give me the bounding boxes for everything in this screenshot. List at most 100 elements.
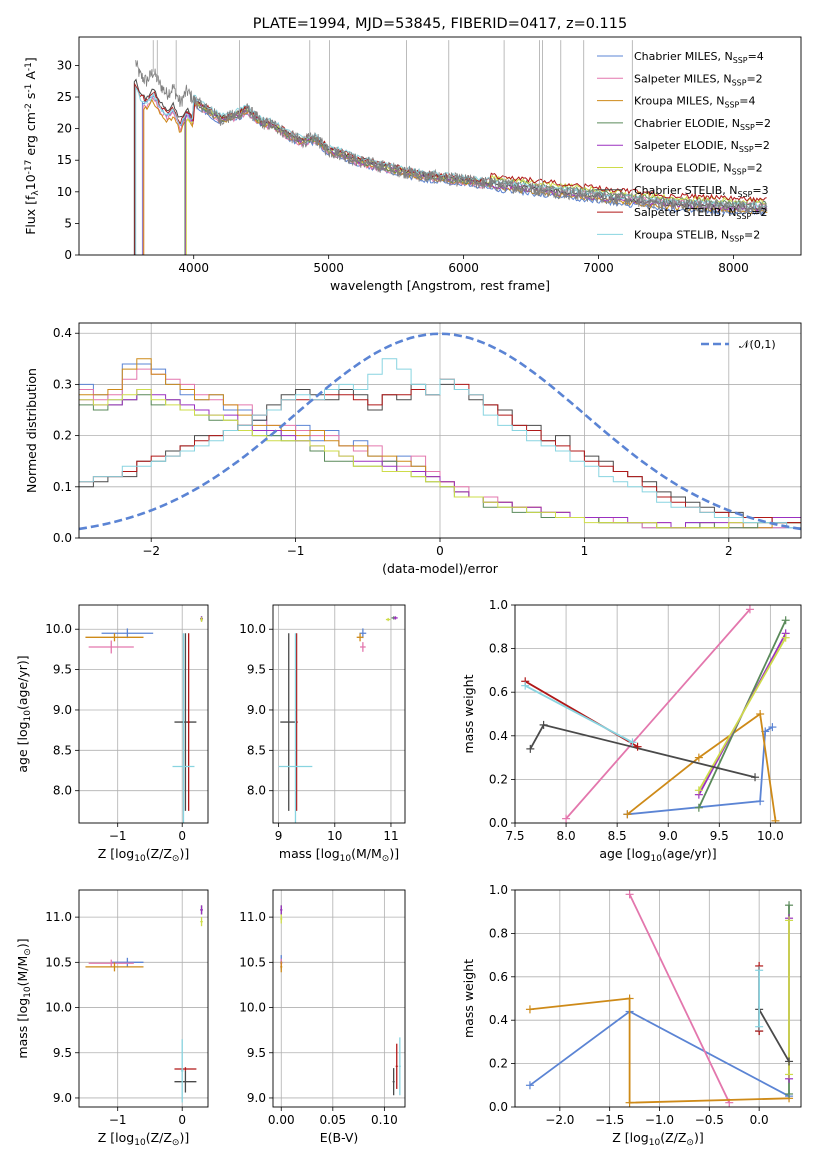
x-axis-label: E(B-V) xyxy=(320,1130,359,1145)
weight-line xyxy=(565,608,751,820)
y-tick-label: 0.2 xyxy=(489,1057,508,1071)
y-tick-label: 8.0 xyxy=(247,784,266,798)
legend-label: Kroupa STELIB, NSSP=2 xyxy=(634,228,760,243)
y-tick-label: 15 xyxy=(57,153,72,167)
x-axis-label: age [log10(age/yr)] xyxy=(599,846,716,864)
legend-label: Salpeter MILES, NSSP=2 xyxy=(634,72,763,87)
y-tick-label: 11.0 xyxy=(239,910,266,924)
x-axis-label: (data-model)/error xyxy=(382,561,499,576)
y-tick-label: 5 xyxy=(64,216,72,230)
y-tick-label: 0.0 xyxy=(489,1100,508,1114)
legend-label: Chabrier ELODIE, NSSP=2 xyxy=(634,117,771,132)
plot-layer: 4000 5000 6000 7000 8000051015202530waveleng… xyxy=(15,36,802,1148)
y-tick-label: 10.0 xyxy=(45,1001,72,1015)
figure-title: PLATE=1994, MJD=53845, FIBERID=0417, z=0… xyxy=(253,16,627,32)
y-tick-label: 0.1 xyxy=(53,480,72,494)
residuals-plot-area xyxy=(79,332,801,531)
y-tick-label: 8.5 xyxy=(53,743,72,757)
x-tick-label: 4000 xyxy=(178,261,209,275)
x-tick-label: 11 xyxy=(383,829,398,843)
legend-label: Kroupa ELODIE, NSSP=2 xyxy=(634,162,763,177)
weight-line xyxy=(524,684,633,744)
y-tick-label: 8.0 xyxy=(53,784,72,798)
x-tick-label: 0.0 xyxy=(750,1113,769,1127)
y-tick-label: 9.5 xyxy=(247,663,266,677)
age-vs-mass-panel: 9 10 11 8.0 8.5 9.0 9.5 10.0 mass [log10(M/M⊙)] xyxy=(239,604,406,864)
y-tick-label: 30 xyxy=(57,58,72,72)
y-tick-label: 0.2 xyxy=(489,772,508,786)
x-axis-label: mass [log10(M/M⊙)] xyxy=(279,846,399,864)
axes-frame xyxy=(78,889,209,1108)
y-axis-label: Flux [fλ10-17 erg cm-2 s-1 A-1] xyxy=(23,57,41,235)
x-tick-label: −0.5 xyxy=(695,1113,724,1127)
legend-label: Kroupa MILES, NSSP=4 xyxy=(634,95,755,110)
y-tick-label: 9.5 xyxy=(53,663,72,677)
y-tick-label: 9.0 xyxy=(247,703,266,717)
y-tick-label: 9.0 xyxy=(53,703,72,717)
residuals-panel: −2 −1 0 1 2 0.0 0.1 0.2 0.3 0.4 (data-model)/error… xyxy=(24,322,802,576)
y-tick-label: 1.0 xyxy=(489,883,508,897)
x-tick-label: 8.5 xyxy=(608,829,627,843)
y-tick-label: 10.0 xyxy=(239,622,266,636)
y-axis-label: Normed distribution xyxy=(24,368,39,493)
legend-label: Chabrier STELIB, NSSP=3 xyxy=(634,184,769,199)
x-tick-label: 7.5 xyxy=(505,829,524,843)
x-tick-label: 9.0 xyxy=(659,829,678,843)
x-tick-label: 7000 xyxy=(583,261,614,275)
mass-weight-vs-age-plot-area xyxy=(521,605,790,823)
axes-frame xyxy=(272,604,406,824)
x-axis-label: Z [log10(Z/Z⊙)] xyxy=(612,1130,703,1148)
x-tick-label: 2 xyxy=(725,544,733,558)
y-tick-label: 0.8 xyxy=(489,926,508,940)
legend-label: 𝒩(0,1) xyxy=(739,338,776,351)
y-tick-label: 0.4 xyxy=(53,326,72,340)
y-tick-label: 0 xyxy=(64,248,72,262)
mass-vs-Z-plot-area xyxy=(85,905,203,1103)
legend-label: Chabrier MILES, NSSP=4 xyxy=(634,50,764,65)
y-tick-label: 10 xyxy=(57,185,72,199)
y-tick-label: 0.0 xyxy=(489,816,508,830)
y-tick-label: 9.5 xyxy=(247,1046,266,1060)
legend-label: Salpeter ELODIE, NSSP=2 xyxy=(634,139,770,154)
spectrum-plot-area xyxy=(133,40,768,255)
legend: Chabrier MILES, NSSP=4 Salpeter MILES, NS… xyxy=(597,50,771,243)
x-tick-label: −1 xyxy=(287,544,305,558)
weight-line xyxy=(627,726,773,816)
mass-weight-vs-Z-panel: −2.0 −1.5 −1.0 −0.5 0.0 0.0 0.2 0.4 0.6 0.8 1.0 Z [… xyxy=(461,883,802,1148)
x-tick-label: 8.0 xyxy=(557,829,576,843)
y-tick-label: 0.4 xyxy=(489,729,508,743)
spectrum-panel: 4000 5000 6000 7000 8000 0 5 10 15 20 25 30 waveleng… xyxy=(23,36,802,293)
y-tick-label: 20 xyxy=(57,122,72,136)
x-tick-label: 0.00 xyxy=(268,1113,295,1127)
x-tick-label: 0.05 xyxy=(319,1113,346,1127)
weight-line xyxy=(628,893,731,1104)
axes-frame xyxy=(78,36,802,256)
axes-frame xyxy=(272,889,406,1108)
y-tick-label: 0.0 xyxy=(53,531,72,545)
x-tick-label: −1 xyxy=(109,829,127,843)
y-tick-label: 11.0 xyxy=(45,910,72,924)
age-vs-Z-plot-area xyxy=(85,616,203,823)
axes-frame xyxy=(78,322,802,539)
weight-line xyxy=(529,997,790,1104)
y-tick-label: 10.0 xyxy=(45,622,72,636)
y-tick-label: 10.0 xyxy=(239,1001,266,1015)
mass-weight-vs-age-panel: 7.5 8.0 8.5 9.0 9.5 10.0 0.0 0.2 0.4 0.6 0.8 1.0 age… xyxy=(461,598,802,864)
y-tick-label: 0.2 xyxy=(53,429,72,443)
mass-weight-vs-Z-plot-area xyxy=(525,890,794,1107)
axes-frame xyxy=(514,604,802,824)
mass-vs-Z-panel: −1 0 9.0 9.5 10.0 10.5 11.0 Z [log10(Z/Z⊙)] mass… xyxy=(15,889,209,1148)
legend: 𝒩(0,1) xyxy=(701,338,776,351)
residual-histogram xyxy=(79,389,801,529)
x-tick-label: 10 xyxy=(327,829,342,843)
y-tick-label: 0.3 xyxy=(53,377,72,391)
weight-line xyxy=(698,637,787,791)
mass-vs-ebv-plot-area xyxy=(280,905,401,1096)
y-tick-label: 10.5 xyxy=(239,955,266,969)
x-tick-label: 0.10 xyxy=(371,1113,398,1127)
x-tick-label: −1 xyxy=(109,1113,127,1127)
x-axis-label: Z [log10(Z/Z⊙)] xyxy=(98,846,189,864)
spectrum-data-line xyxy=(135,60,768,216)
x-tick-label: −1.0 xyxy=(645,1113,674,1127)
